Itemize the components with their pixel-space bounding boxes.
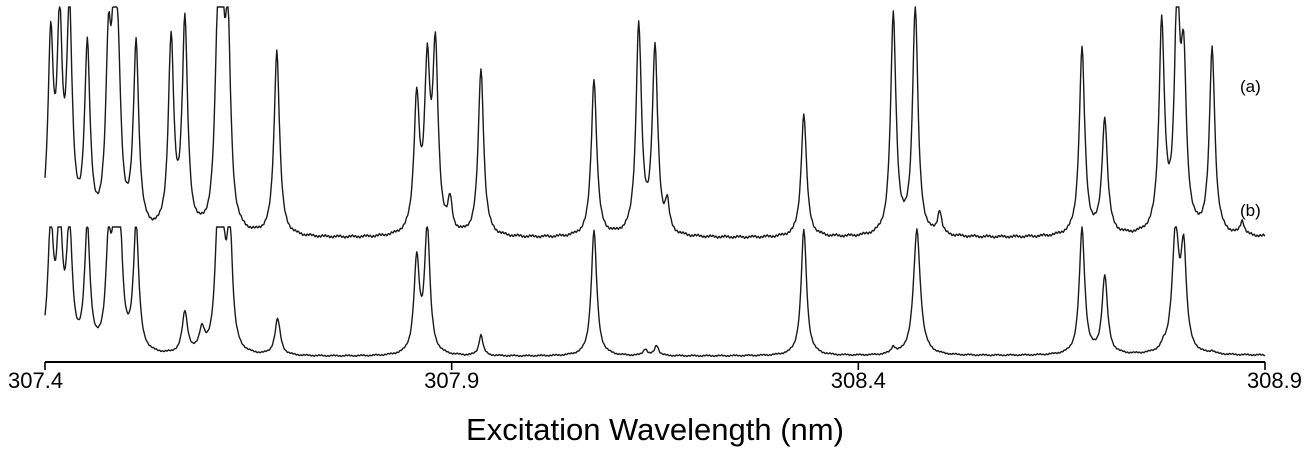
x-axis-title: Excitation Wavelength (nm) [466,412,844,447]
x-tick-label: 308.4 [831,368,886,393]
trace-labels: (a) (b) [1240,77,1261,220]
spectrum-trace-b [44,226,1266,358]
trace-label-b: (b) [1240,201,1261,220]
x-tick-label: 308.9 [1247,368,1302,393]
x-axis-ticks: 307.4 307.9 308.4 308.9 [8,362,1302,393]
x-tick-label: 307.9 [424,368,479,393]
x-tick-label: 307.4 [8,368,63,393]
spectrum-trace-a [44,6,1266,239]
trace-label-a: (a) [1240,77,1261,96]
spectra-traces [44,6,1266,358]
